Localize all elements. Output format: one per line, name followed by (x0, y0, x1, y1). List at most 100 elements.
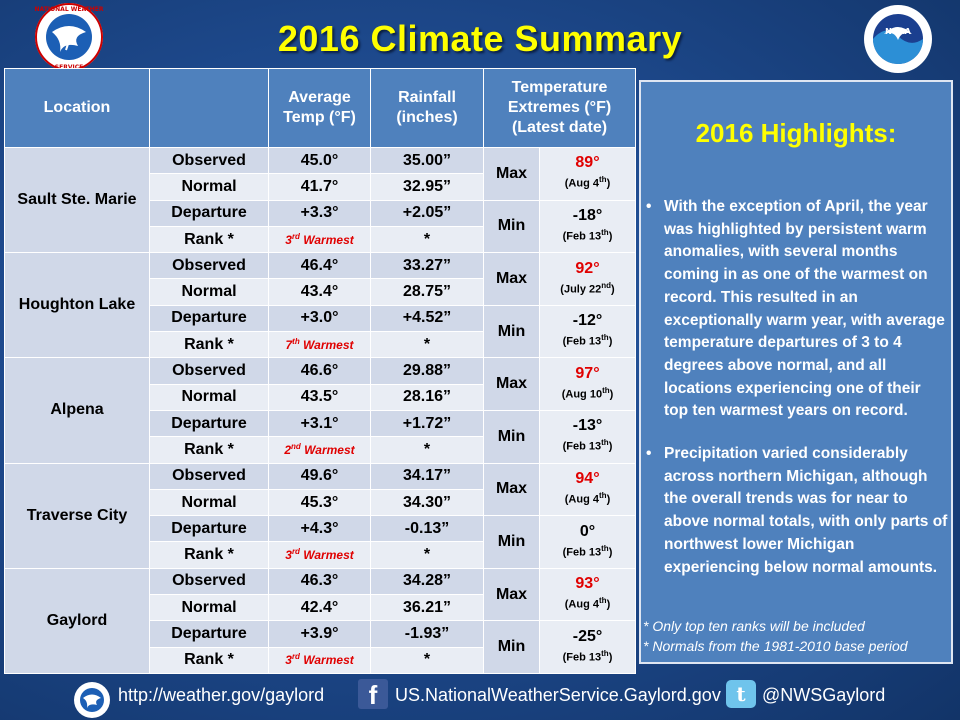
table-row: Normal 42.4° 36.21” (5, 594, 636, 622)
date-close: ) (606, 178, 611, 191)
table-row: Normal 41.7° 32.95” (5, 173, 636, 201)
avg-temp-cell: +3.0° (268, 304, 371, 333)
avg-temp-cell: 42.4° (268, 594, 371, 622)
header-rainfall: Rainfall (inches) (370, 68, 484, 148)
rank-cell: 3rd Warmest (268, 541, 371, 569)
rank-text: 3rd Warmest (285, 652, 354, 667)
nws-footer-logo (70, 681, 114, 719)
date-close: ) (611, 283, 615, 296)
row-label: Rank * (149, 541, 269, 569)
rank-word: Warmest (299, 337, 354, 352)
row-label: Departure (149, 304, 269, 333)
date-text: (Feb 13 (562, 546, 602, 559)
row-label: Departure (149, 620, 269, 648)
min-temp-date: (Feb 13th) (540, 645, 635, 667)
row-label: Normal (149, 278, 269, 306)
row-label: Rank * (149, 646, 269, 674)
date-close: ) (608, 651, 613, 664)
date-suffix: th (601, 228, 609, 238)
extreme-value-min: -13° (Feb 13th) (538, 409, 637, 464)
highlights-title: 2016 Highlights: (695, 118, 897, 148)
bullet-dot-icon: • (646, 198, 652, 215)
avg-temp-cell: +4.3° (268, 515, 371, 543)
rainfall-cell: 28.75” (370, 278, 484, 306)
date-close: ) (606, 493, 611, 506)
rank-suffix: th (292, 336, 300, 346)
facebook-icon[interactable]: f (358, 679, 388, 710)
rank-cell: 7th Warmest (268, 331, 371, 359)
rank-word: Warmest (300, 442, 355, 457)
twitter-link[interactable]: @NWSGaylord (762, 685, 886, 705)
rank-number: 2 (284, 442, 292, 457)
date-close: ) (608, 441, 613, 454)
avg-temp-cell: 46.3° (268, 567, 371, 596)
facebook-link[interactable]: US.NationalWeatherService.Gaylord.gov (395, 685, 721, 705)
date-suffix: nd (601, 280, 612, 290)
rank-text: 3rd Warmest (285, 231, 354, 247)
row-label: Normal (149, 488, 269, 517)
highlight-text: Precipitation varied considerably across… (664, 445, 948, 576)
row-label: Normal (149, 594, 269, 622)
avg-temp-cell: +3.3° (268, 199, 371, 227)
header-location: Location (4, 68, 150, 148)
rank-suffix: rd (291, 231, 300, 241)
avg-temp-cell: 43.4° (268, 278, 371, 306)
rainfall-cell: +4.52” (370, 304, 484, 333)
row-label: Departure (149, 199, 269, 227)
min-temp-value: -12° (572, 312, 603, 330)
rainfall-cell: * (370, 225, 484, 254)
date-close: ) (608, 230, 613, 243)
date-close: ) (606, 598, 611, 611)
avg-temp-cell: 46.4° (268, 252, 371, 280)
rainfall-cell: * (370, 646, 484, 674)
table-row: Normal 43.4° 28.75” (5, 278, 636, 306)
highlight-bullet: • With the exception of April, the year … (643, 196, 949, 423)
max-temp-value: 97° (575, 364, 600, 382)
climate-table: Location Average Temp (°F) Rainfall (inc… (4, 68, 637, 674)
footnote: * Only top ten ranks will be included (643, 618, 865, 634)
rainfall-cell: 28.16” (370, 383, 484, 411)
svg-text:SERVICE: SERVICE (55, 64, 83, 71)
extreme-value-max: 94° (Aug 4th) (538, 462, 637, 517)
row-label: Observed (149, 146, 269, 175)
rank-cell: 2nd Warmest (268, 436, 371, 464)
highlights-panel: 2016 Highlights: • With the exception of… (639, 80, 953, 664)
date-close: ) (608, 335, 613, 348)
max-temp-date: (Aug 10th) (540, 382, 635, 404)
footnotes: * Only top ten ranks will be included * … (643, 616, 949, 656)
extreme-label: Min (483, 620, 540, 674)
date-suffix: th (601, 438, 609, 448)
table-row: Gaylord Observed 46.3° 34.28” Max 93° (Aug 4th… (4, 567, 637, 674)
rank-text: 7th Warmest (285, 336, 354, 352)
extreme-value-max: 93° (Aug 4th) (538, 567, 637, 622)
avg-temp-cell: 49.6° (268, 462, 371, 490)
row-label: Departure (149, 409, 269, 438)
rainfall-cell: * (370, 541, 484, 569)
extreme-value-min: 0° (Feb 13th) (538, 515, 637, 569)
date-suffix: th (601, 333, 609, 343)
table-row: Normal 43.5° 28.16” (5, 383, 636, 411)
table-row: Rank * 3rd Warmest * (5, 541, 636, 569)
website-link[interactable]: http://weather.gov/gaylord (118, 685, 325, 705)
rainfall-cell: +1.72” (370, 409, 484, 438)
date-text: (Feb 13 (562, 441, 602, 454)
rainfall-cell: -0.13” (370, 515, 484, 543)
row-label: Observed (149, 462, 269, 490)
date-text: (Aug 10 (561, 388, 603, 401)
highlight-bullet: • Precipitation varied considerably acro… (643, 443, 949, 579)
avg-temp-cell: +3.1° (268, 409, 371, 438)
location-name: Sault Ste. Marie (4, 146, 150, 254)
rank-cell: 3rd Warmest (268, 225, 371, 254)
avg-temp-cell: 45.3° (268, 488, 371, 517)
min-temp-date: (Feb 13th) (540, 329, 635, 351)
twitter-icon[interactable]: t (726, 680, 756, 708)
table-header-row: Location Average Temp (°F) Rainfall (inc… (4, 68, 637, 148)
date-suffix: th (602, 385, 610, 395)
max-temp-value: 93° (575, 575, 600, 593)
rank-text: 3rd Warmest (285, 547, 354, 562)
date-close: ) (608, 546, 613, 559)
rainfall-cell: * (370, 436, 484, 464)
table-row: Rank * 3rd Warmest * (5, 225, 636, 254)
max-temp-value: 94° (575, 470, 600, 488)
max-temp-date: (July 22nd) (540, 277, 635, 299)
